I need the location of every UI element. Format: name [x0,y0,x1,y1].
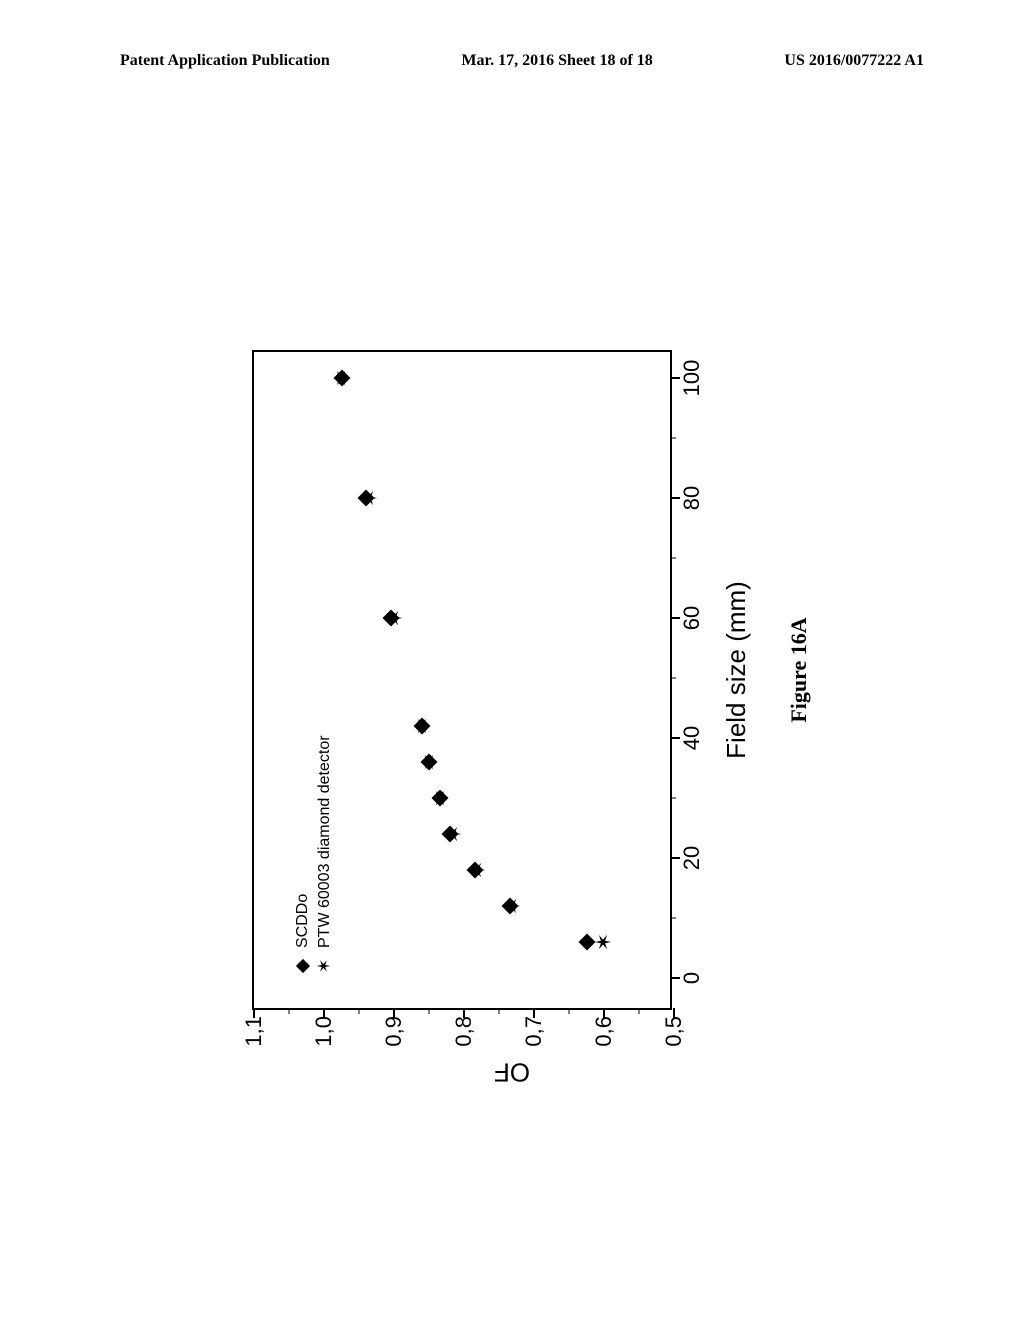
data-point-star: ✶ [467,861,489,879]
y-axis-title: OF [494,1056,530,1087]
y-tick-label: 0,9 [381,1016,407,1056]
data-point-star: ✶ [430,789,452,807]
x-tick-minor [670,798,676,799]
y-tick-minor [289,1008,290,1014]
y-tick-label: 1,1 [241,1016,267,1056]
y-tick-label: 0,5 [661,1016,687,1056]
x-tick-label: 100 [679,360,705,397]
y-tick-minor [569,1008,570,1014]
data-point-star: ✶ [419,753,441,771]
x-tick-label: 20 [679,846,705,870]
data-point-star: ✶ [412,717,434,735]
y-tick-label: 0,6 [591,1016,617,1056]
x-tick-label: 60 [679,606,705,630]
data-point-star: ✶ [502,897,524,915]
y-tick-minor [499,1008,500,1014]
header-right: US 2016/0077222 A1 [784,52,924,70]
figure-caption: Figure 16A [786,617,812,722]
data-point-star: ✶ [384,609,406,627]
y-tick-label: 0,8 [451,1016,477,1056]
x-tick-label: 40 [679,726,705,750]
chart-area: SCDDo ✶ PTW 60003 diamond detector 0,50,… [252,350,672,1010]
data-point-star: ✶ [443,825,465,843]
x-tick-minor [670,918,676,919]
rotated-figure: OF SCDDo ✶ PTW 60003 diamond detector 0,… [162,220,862,1120]
y-tick-label: 1,0 [311,1016,337,1056]
header-center: Mar. 17, 2016 Sheet 18 of 18 [461,52,652,70]
data-point-star: ✶ [331,369,353,387]
x-tick-label: 0 [679,972,705,984]
y-tick-label: 0,7 [521,1016,547,1056]
x-tick-minor [670,438,676,439]
y-tick-minor [639,1008,640,1014]
x-axis-title: Field size (mm) [721,220,752,1120]
x-tick-minor [670,558,676,559]
y-tick-minor [429,1008,430,1014]
x-tick-minor [670,678,676,679]
page-header: Patent Application Publication Mar. 17, … [0,52,1024,70]
data-point-star: ✶ [359,489,381,507]
x-tick-label: 80 [679,486,705,510]
y-tick-minor [359,1008,360,1014]
plot-area: 0,50,60,70,80,91,01,1020406080100✶✶✶✶✶✶✶… [254,352,670,1008]
data-point-star: ✶ [593,933,615,951]
header-left: Patent Application Publication [120,52,330,70]
figure-container: OF SCDDo ✶ PTW 60003 diamond detector 0,… [0,120,1024,1220]
